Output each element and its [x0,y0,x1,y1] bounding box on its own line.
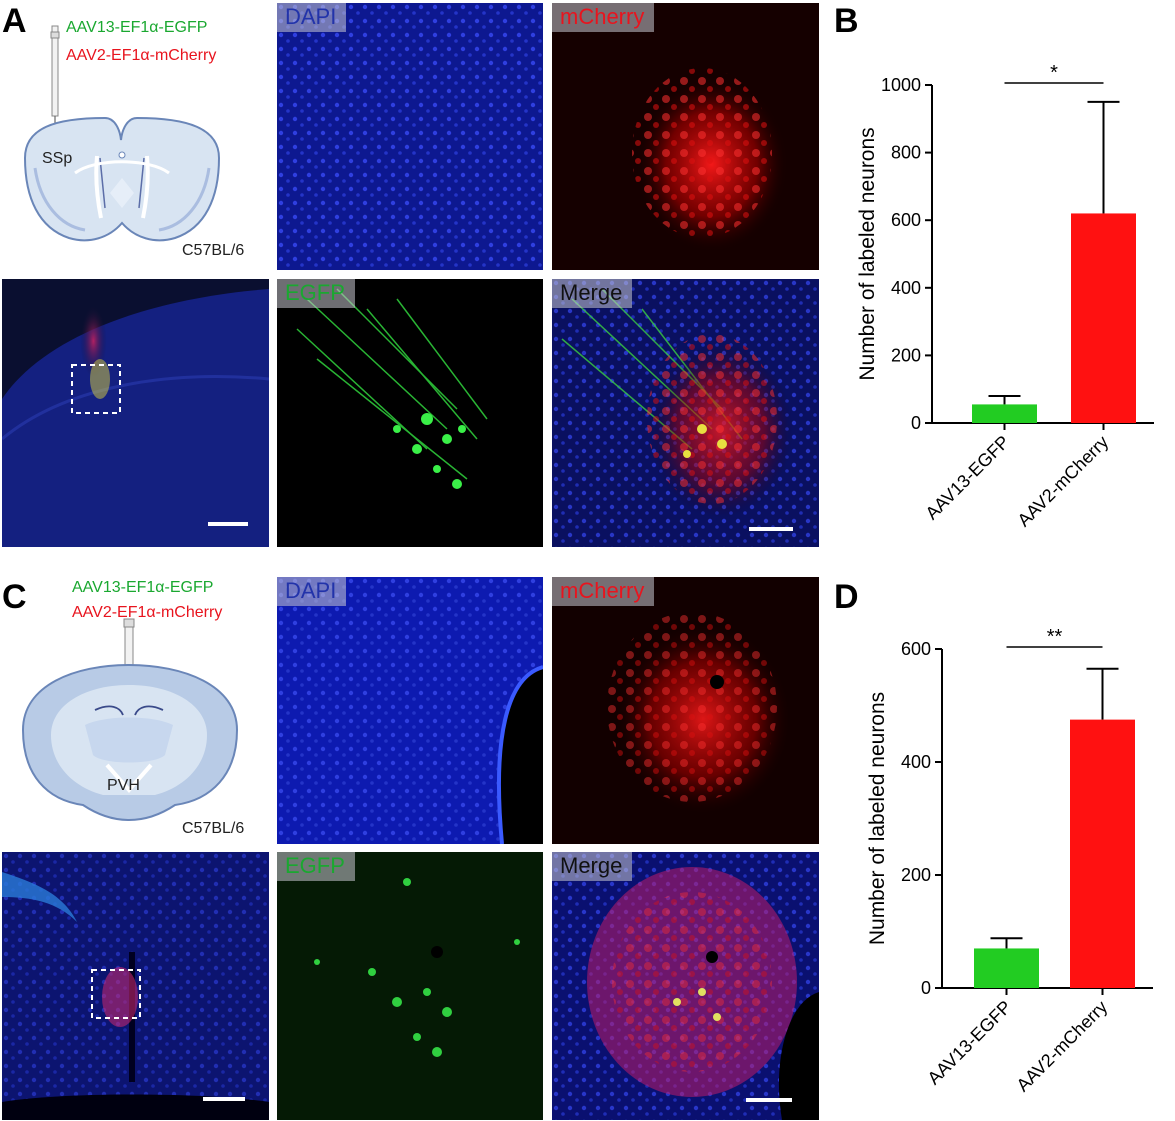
y-axis-label: Number of labeled neurons [856,127,879,380]
channel-label-merge-pvh: Merge [552,852,633,882]
virus-label-mcherry: AAV2-EF1α-mCherry [66,47,217,64]
significance-marker: ** [1047,626,1063,648]
significance-marker: * [1050,62,1058,84]
virus-label-egfp: AAV13-EF1α-EGFP [66,19,208,36]
y-tick-label: 200 [891,345,921,365]
x-tick-label: AAV13-EGFP [924,997,1016,1089]
y-tick-label: 600 [891,210,921,230]
micrograph-merge-ssp: Merge [552,279,819,547]
channel-label-egfp: EGFP [277,279,355,309]
overview-image-pvh [2,852,269,1120]
region-label-pvh: PVH [107,777,140,794]
brain-schematic-pvh [21,618,239,822]
channel-label-mcherry-pvh: mCherry [552,577,655,607]
channel-label-dapi: DAPI [277,3,347,33]
x-tick-label: AAV2-mCherry [1013,997,1112,1096]
micrograph-egfp-ssp: EGFP [277,279,543,547]
virus-label-egfp-pvh: AAV13-EF1α-EGFP [72,579,214,596]
panel-letter-d: D [834,578,859,616]
brain-schematic-ssp [23,25,221,242]
y-tick-label: 400 [901,752,931,772]
y-tick-label: 0 [911,413,921,433]
x-tick-label: AAV13-EGFP [922,432,1014,524]
channel-label-merge: Merge [552,279,633,309]
x-tick-label: AAV2-mCherry [1014,432,1113,531]
panel-letter-c: C [2,578,27,616]
panel-letter-a: A [2,2,27,40]
bar-aav13-egfp [974,948,1039,988]
channel-label-dapi-pvh: DAPI [277,577,347,607]
bar-aav2-mcherry [1071,213,1136,423]
region-label-ssp: SSp [42,150,73,167]
micrograph-mcherry-ssp: mCherry [552,3,819,270]
strain-label-a: C57BL/6 [182,242,245,259]
virus-label-mcherry-pvh: AAV2-EF1α-mCherry [72,604,223,621]
y-tick-label: 0 [921,978,931,998]
bar-aav2-mcherry [1070,719,1135,988]
y-tick-label: 600 [901,639,931,659]
y-tick-label: 1000 [881,75,921,95]
y-tick-label: 400 [891,278,921,298]
micrograph-mcherry-pvh: mCherry [552,577,819,844]
panel-letter-b: B [834,2,859,40]
micrograph-egfp-pvh: EGFP [277,852,543,1120]
micrograph-dapi-pvh: DAPI [277,577,543,844]
micrograph-merge-pvh: Merge [552,852,819,1120]
micrograph-dapi-ssp: DAPI [277,3,543,270]
y-tick-label: 200 [901,865,931,885]
channel-label-mcherry: mCherry [552,3,655,33]
bar-aav13-egfp [972,404,1037,423]
y-axis-label: Number of labeled neurons [866,692,889,945]
channel-label-egfp-pvh: EGFP [277,852,355,882]
y-tick-label: 800 [891,143,921,163]
overview-image-ssp [2,279,269,547]
bar-chart-ssp: 0 200 400 600 800 1000 Number of labeled neuro… [856,62,1154,531]
strain-label-c: C57BL/6 [182,820,245,837]
bar-chart-pvh: 0 200 400 600 Number of labeled neurons AAV13… [866,626,1153,1096]
